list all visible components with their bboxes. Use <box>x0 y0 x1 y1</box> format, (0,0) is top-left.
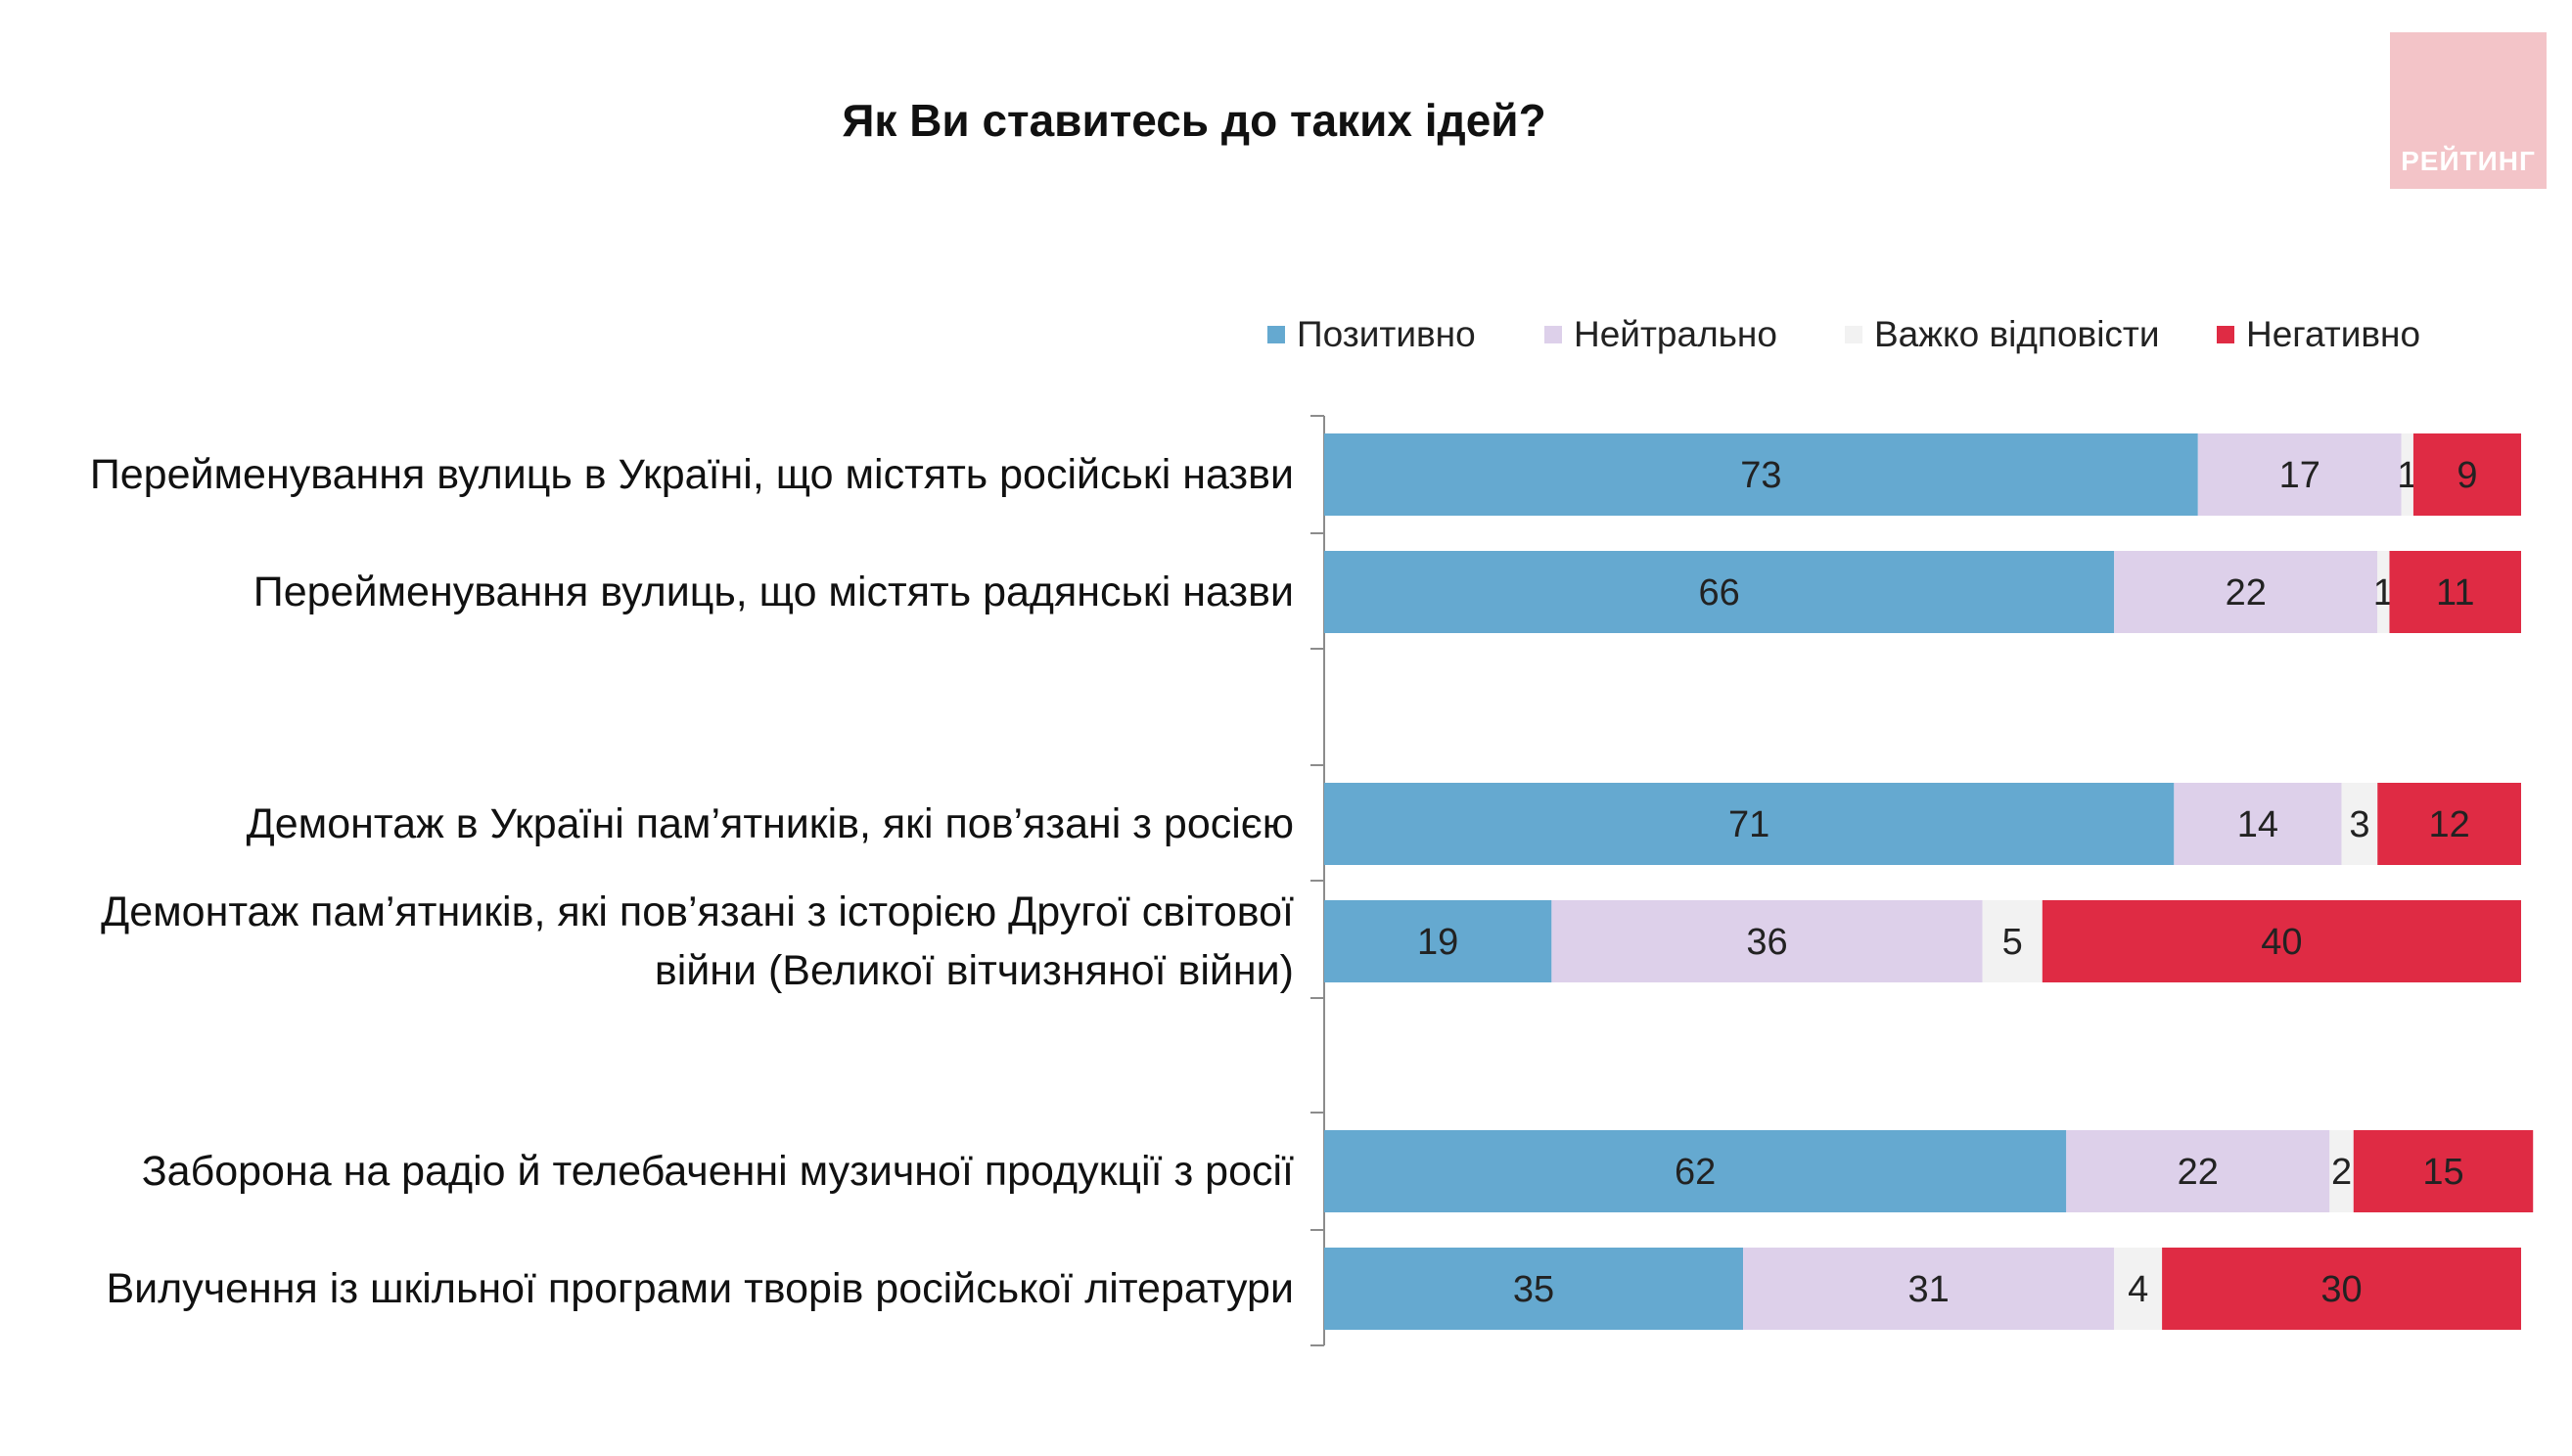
data-label: 73 <box>1740 455 1781 496</box>
legend-swatch <box>1544 326 1562 343</box>
bar-segment <box>2341 783 2378 865</box>
legend-label: Важко відповісти <box>1874 314 2160 354</box>
data-label: 35 <box>1513 1269 1554 1310</box>
legend-item: Нейтрально <box>1544 305 1777 364</box>
bar-segment <box>1324 783 2175 865</box>
category-label-line: Демонтаж в Україні пам’ятників, які пов’… <box>246 800 1294 847</box>
bar-segment <box>1324 900 1552 982</box>
category-label-line: Вилучення із шкільної програми творів ро… <box>106 1265 1294 1312</box>
data-label: 22 <box>2226 572 2267 614</box>
data-label: 14 <box>2237 804 2278 845</box>
bar-segment <box>2066 1130 2330 1212</box>
bar-segment <box>1551 900 1983 982</box>
category-label: Перейменування вулиць, що містять радянс… <box>59 563 1294 621</box>
data-label: 11 <box>2436 572 2474 614</box>
data-label: 19 <box>1417 922 1458 963</box>
rating-logo: РЕЙТИНГ <box>2390 32 2547 189</box>
data-label: 12 <box>2428 804 2469 845</box>
data-label: 2 <box>2331 1152 2352 1193</box>
category-label-line: Перейменування вулиць в Україні, що міст… <box>89 451 1294 498</box>
chart-title: Як Ви ставитесь до таких ідей? <box>842 95 1546 146</box>
bar-segment <box>1743 1248 2115 1330</box>
bar-segment <box>2401 433 2413 516</box>
bar-segment <box>2197 433 2402 516</box>
data-label: 36 <box>1746 922 1787 963</box>
bar-segment <box>2162 1248 2521 1330</box>
bar-segment <box>2377 551 2390 633</box>
data-label: 71 <box>1728 804 1769 845</box>
logo-text: РЕЙТИНГ <box>2401 146 2536 176</box>
bar-segment <box>2329 1130 2354 1212</box>
category-label: Демонтаж в Україні пам’ятників, які пов’… <box>59 795 1294 853</box>
category-label: Демонтаж пам’ятників, які пов’язані з іс… <box>59 883 1294 1000</box>
legend-item: Позитивно <box>1267 305 1476 364</box>
data-label: 1 <box>2373 572 2394 614</box>
bar-segment <box>2353 1130 2534 1212</box>
legend-item: Важко відповісти <box>1845 305 2160 364</box>
bar-segment <box>2412 433 2521 516</box>
bar-segment <box>2042 900 2521 982</box>
data-label: 4 <box>2128 1269 2148 1310</box>
data-label: 1 <box>2397 455 2417 496</box>
legend: Позитивно Нейтрально Важко відповісти Негат… <box>0 305 2572 364</box>
legend-label: Позитивно <box>1297 314 1476 354</box>
bar-segment <box>2114 551 2378 633</box>
data-label: 9 <box>2457 455 2477 496</box>
data-label: 40 <box>2261 922 2302 963</box>
category-label: Заборона на радіо й телебаченні музичної… <box>59 1142 1294 1201</box>
category-label-line: Демонтаж пам’ятників, які пов’язані з іс… <box>101 888 1294 935</box>
bar-segment <box>1982 900 2043 982</box>
category-label-line: Заборона на радіо й телебаченні музичної… <box>141 1148 1294 1195</box>
legend-item: Негативно <box>2217 305 2420 364</box>
legend-label: Негативно <box>2246 314 2421 354</box>
data-label: 66 <box>1698 572 1739 614</box>
bar-segment <box>1324 1248 1744 1330</box>
category-label-line: війни (Великої вітчизняної війни) <box>654 947 1294 994</box>
bar-segment <box>1324 433 2198 516</box>
data-label: 62 <box>1675 1152 1716 1193</box>
category-label-line: Перейменування вулиць, що містять радянс… <box>253 569 1294 615</box>
bar-segment <box>2174 783 2342 865</box>
data-label: 17 <box>2279 455 2320 496</box>
data-label: 15 <box>2422 1152 2463 1193</box>
legend-swatch <box>1845 326 1862 343</box>
data-label: 3 <box>2349 804 2369 845</box>
category-label: Перейменування вулиць в Україні, що міст… <box>59 445 1294 504</box>
data-label: 22 <box>2178 1152 2219 1193</box>
category-label: Вилучення із шкільної програми творів ро… <box>59 1259 1294 1318</box>
bar-segment <box>1324 551 2115 633</box>
legend-swatch <box>1267 326 1285 343</box>
bar-segment <box>2114 1248 2163 1330</box>
data-label: 5 <box>2002 922 2023 963</box>
legend-swatch <box>2217 326 2234 343</box>
data-label: 30 <box>2320 1269 2362 1310</box>
bar-segment <box>1324 1130 2067 1212</box>
bar-segment <box>2389 551 2521 633</box>
bar-segment <box>2377 783 2521 865</box>
data-label: 31 <box>1907 1269 1949 1310</box>
legend-label: Нейтрально <box>1574 314 1777 354</box>
